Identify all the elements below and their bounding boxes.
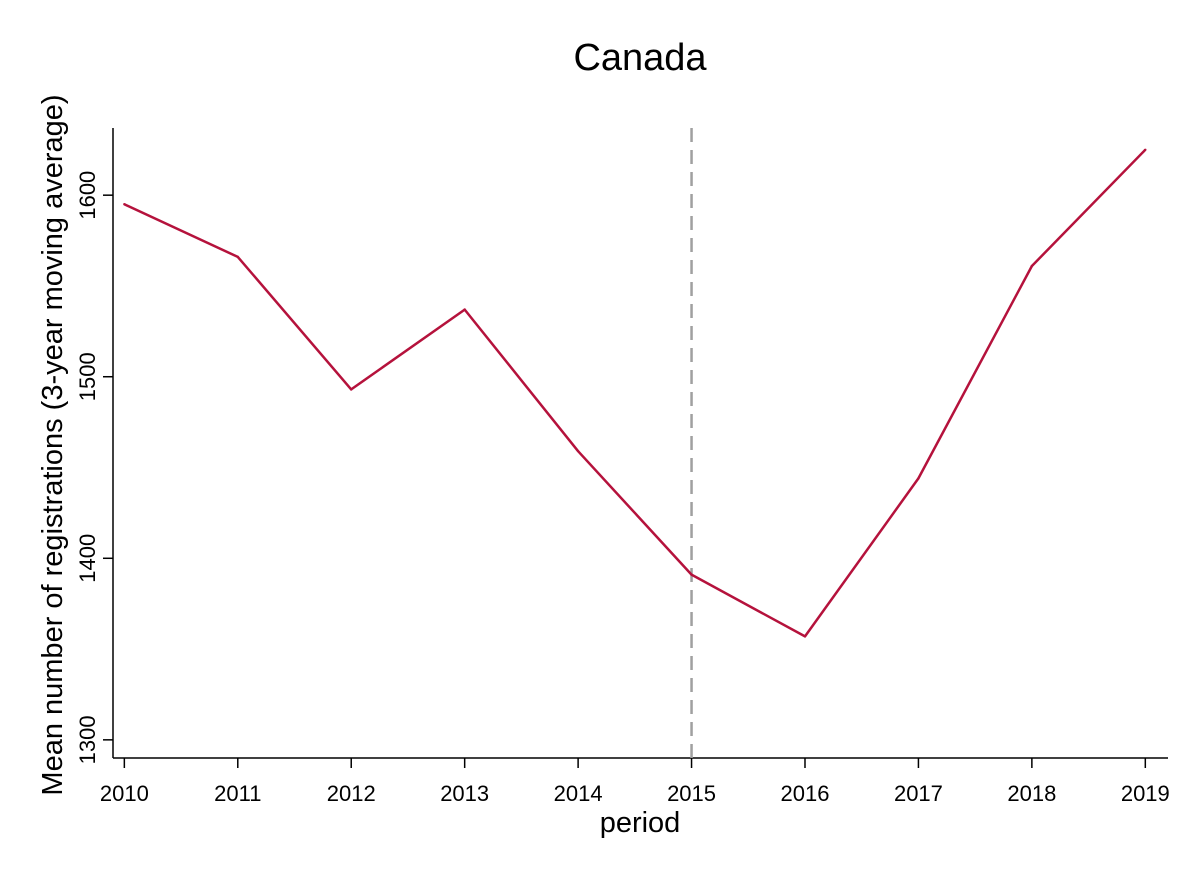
y-axis-label: Mean number of registrations (3-year mov… (37, 94, 69, 795)
data-point-2016 (803, 635, 807, 638)
chart-title: Canada (573, 37, 707, 79)
data-point-2011 (236, 255, 239, 259)
data-point-2017 (917, 477, 920, 480)
x-tick-label-2015: 2015 (667, 781, 716, 806)
x-tick-label-2012: 2012 (327, 781, 376, 806)
y-tick-label-1400: 1400 (75, 534, 100, 583)
data-point-2019 (1144, 148, 1147, 151)
series-group (123, 148, 1147, 638)
x-tick-label-2013: 2013 (440, 781, 489, 806)
data-point-2013 (463, 308, 466, 311)
series-line-0 (123, 148, 1147, 638)
x-tick-label-2010: 2010 (100, 781, 149, 806)
data-point-2014 (576, 449, 580, 453)
y-axis-ticks: 1300 1400 1500 1600 (75, 171, 113, 764)
data-point-2010 (123, 203, 126, 206)
x-tick-label-2017: 2017 (894, 781, 943, 806)
x-tick-label-2019: 2019 (1121, 781, 1170, 806)
y-tick-label-1500: 1500 (75, 352, 100, 401)
x-tick-label-2016: 2016 (781, 781, 830, 806)
data-point-2018 (1030, 264, 1034, 268)
y-tick-label-1300: 1300 (75, 715, 100, 764)
data-point-2015 (690, 573, 693, 576)
data-point-2012 (350, 388, 353, 391)
x-tick-label-2014: 2014 (554, 781, 603, 806)
x-axis-ticks: 2010 2011 2012 2013 2014 2015 2016 2017 2018 2019 (100, 758, 1170, 806)
x-tick-label-2018: 2018 (1007, 781, 1056, 806)
x-axis-label: period (600, 807, 681, 839)
x-tick-label-2011: 2011 (214, 781, 261, 806)
y-tick-label-1600: 1600 (75, 171, 100, 220)
